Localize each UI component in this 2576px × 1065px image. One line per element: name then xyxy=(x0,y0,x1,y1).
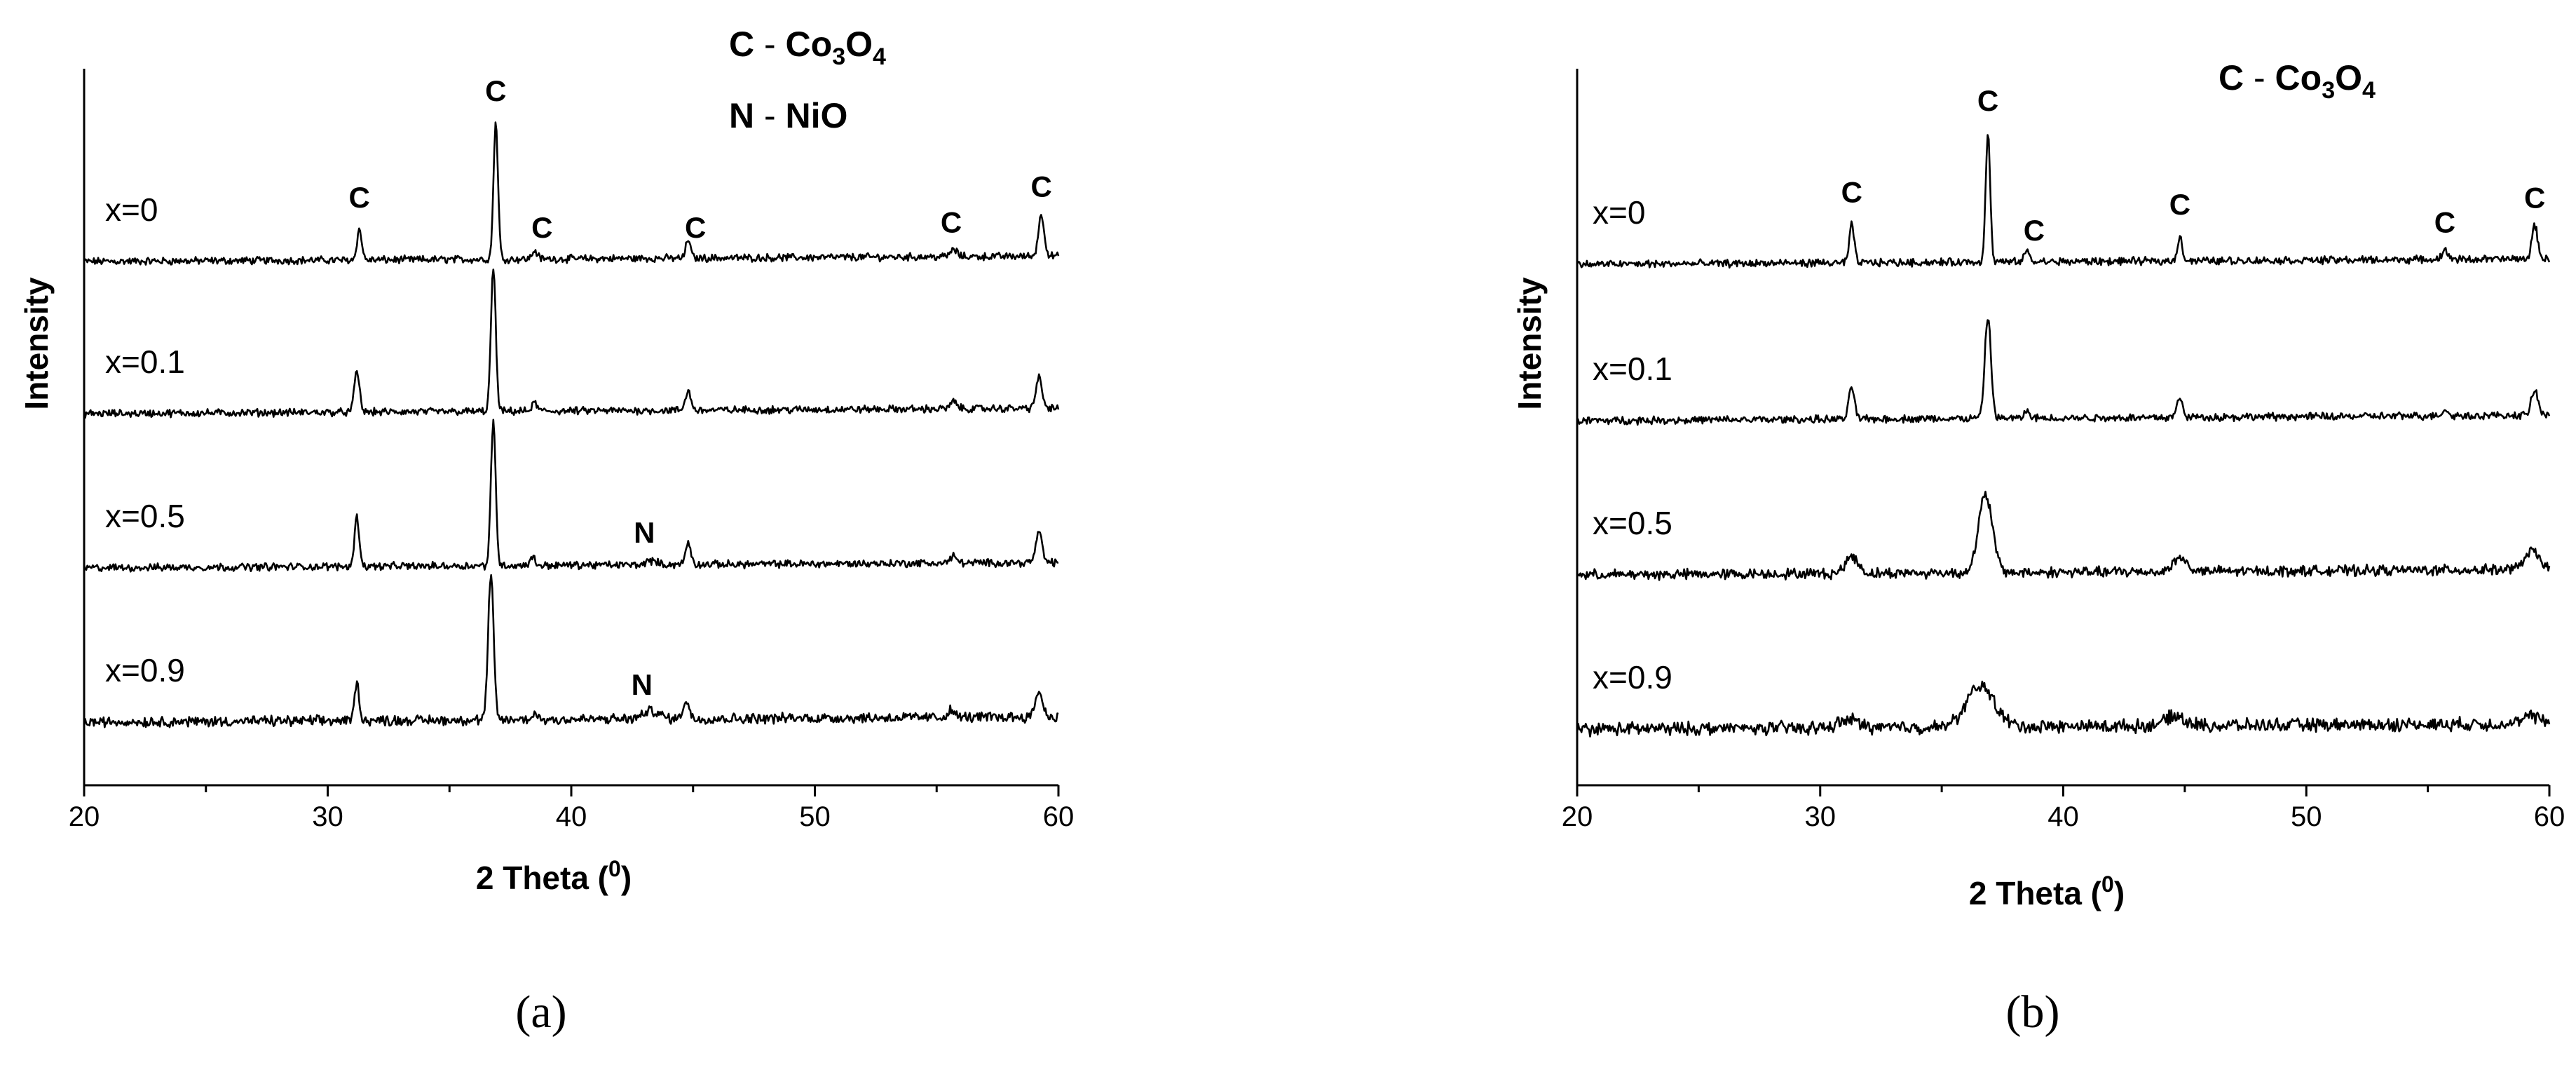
series-label: x=0.1 xyxy=(105,344,185,380)
x-tick-label: 30 xyxy=(312,801,343,832)
x-axis-title-superscript: 0 xyxy=(2101,871,2114,897)
xrd-trace xyxy=(1576,490,2551,581)
peak-label: C xyxy=(685,211,706,244)
legend-formula-part: O xyxy=(845,25,873,64)
peak-label: N xyxy=(632,668,653,701)
legend-formula-part: 4 xyxy=(873,43,886,70)
legend-dash: - xyxy=(2244,58,2275,97)
series-label: x=0 xyxy=(1593,194,1645,231)
xrd-trace xyxy=(83,574,1059,728)
xrd-trace xyxy=(1576,680,2551,738)
panel-caption: (a) xyxy=(515,986,566,1038)
legend-formula-part: 3 xyxy=(832,43,845,70)
peak-label: C xyxy=(1977,84,1998,117)
peak-label: C xyxy=(1841,176,1862,209)
series-label: x=0 xyxy=(105,191,158,228)
peak-label: C xyxy=(531,211,552,244)
legend-letter: C xyxy=(2219,58,2244,97)
legend-dash: - xyxy=(754,25,785,64)
peak-label: N xyxy=(634,516,655,549)
x-tick-label: 40 xyxy=(2047,801,2079,832)
legend-formula-part: NiO xyxy=(786,96,848,135)
peak-label: C xyxy=(485,74,506,107)
xrd-trace xyxy=(1576,319,2551,426)
x-tick-label: 20 xyxy=(1562,801,1593,832)
x-tick-label: 60 xyxy=(1043,801,1075,832)
peak-label: C xyxy=(2524,181,2545,214)
legend-formula-part: 3 xyxy=(2322,77,2335,104)
x-axis-title-text: 2 Theta ( xyxy=(1969,875,2102,911)
legend-dash: - xyxy=(754,96,785,135)
x-tick-label: 50 xyxy=(2291,801,2322,832)
phase-legend-entry: C - Co3O4 xyxy=(2219,58,2376,104)
xrd-trace xyxy=(83,419,1059,573)
x-tick-label: 30 xyxy=(1805,801,1836,832)
x-tick-label: 40 xyxy=(556,801,587,832)
legend-formula-part: O xyxy=(2335,58,2362,97)
series-label: x=0.5 xyxy=(105,498,185,534)
peak-label: C xyxy=(2169,188,2190,221)
x-axis-title-text: 2 Theta ( xyxy=(476,860,609,896)
x-tick-label: 60 xyxy=(2534,801,2565,832)
peak-label: C xyxy=(1031,170,1052,203)
xrd-trace xyxy=(83,121,1060,266)
xrd-trace xyxy=(83,269,1060,419)
legend-formula-part: 4 xyxy=(2362,77,2376,104)
phase-legend-entry: N - NiO xyxy=(729,96,847,135)
x-axis-title-superscript: 0 xyxy=(608,856,621,881)
series-label: x=0.9 xyxy=(105,652,185,688)
x-tick-label: 50 xyxy=(799,801,831,832)
legend-formula-part: Co xyxy=(2275,58,2322,97)
series-label: x=0.5 xyxy=(1593,505,1672,541)
y-axis-title: Intensity xyxy=(18,277,55,410)
peak-label: C xyxy=(349,181,370,214)
panel-caption: (b) xyxy=(2006,986,2060,1038)
x-axis-title: 2 Theta (0) xyxy=(1969,871,2125,911)
series-label: x=0.1 xyxy=(1593,351,1672,387)
x-tick-label: 20 xyxy=(69,801,100,832)
peak-label: C xyxy=(941,206,962,239)
legend-formula-part: Co xyxy=(786,25,833,64)
y-axis-title: Intensity xyxy=(1511,277,1548,410)
legend-letter: C xyxy=(729,25,754,64)
phase-legend-entry: C - Co3O4 xyxy=(729,25,886,70)
xrd-trace xyxy=(1576,134,2551,269)
x-axis-title: 2 Theta (0) xyxy=(476,856,632,896)
legend-letter: N xyxy=(729,96,754,135)
peak-label: C xyxy=(2024,214,2045,247)
x-axis-title-close: ) xyxy=(2114,875,2125,911)
peak-label: C xyxy=(2434,205,2455,238)
x-axis-title-close: ) xyxy=(621,860,632,896)
series-label: x=0.9 xyxy=(1593,659,1672,696)
